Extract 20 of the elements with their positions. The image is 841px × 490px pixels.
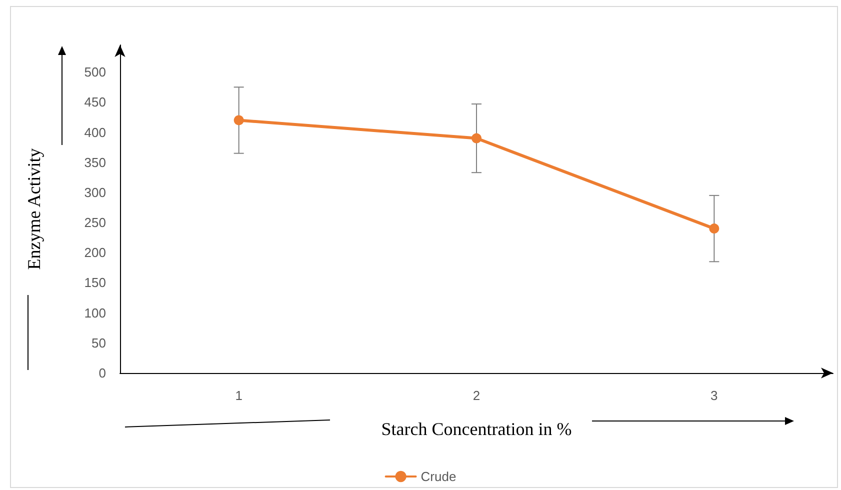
y-tick-label: 50 [92,335,106,350]
x-tick-label: 3 [710,388,718,403]
y-tick-label: 500 [84,64,106,80]
y-tick-label: 150 [84,275,106,290]
y-tick-label: 350 [84,154,106,170]
point [709,224,720,234]
y-tick-label: 250 [84,215,106,230]
y-tick-label: 0 [98,366,106,380]
y-tick-label: 100 [84,305,106,320]
y-tick-label: 300 [84,184,106,200]
x-tick-label: 2 [472,388,480,403]
y-tick-label: 450 [84,94,106,110]
point [234,115,244,126]
y-tick-label: 400 [84,124,106,140]
legend-label: Crude [420,469,456,484]
x-tick-label: 1 [235,388,242,403]
point [472,133,482,144]
y-tick-label: 200 [84,245,106,260]
x-axis-title: Starch Concentration in % [381,419,572,439]
y-axis-title: Enzyme Activity [24,148,44,270]
